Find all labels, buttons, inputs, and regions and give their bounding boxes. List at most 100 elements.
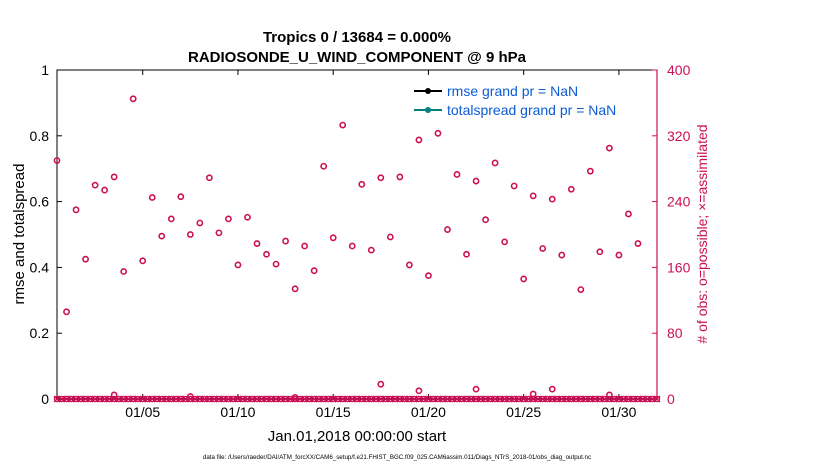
y-right-tick-label: 0	[667, 391, 675, 407]
x-tick-label: 01/10	[220, 404, 255, 420]
possible-point	[491, 159, 499, 167]
possible-point	[425, 272, 432, 280]
possible-point	[596, 248, 604, 256]
possible-point	[577, 286, 585, 294]
plot-area	[56, 69, 658, 400]
possible-point	[386, 233, 394, 241]
possible-point	[148, 194, 156, 201]
possible-point	[634, 240, 642, 247]
y-left-tick-label: 1	[41, 62, 49, 78]
possible-point	[415, 387, 423, 395]
y-right-tick-label: 240	[667, 194, 691, 210]
data-file-footer: data file: /Users/raeder/DAI/ATM_forcXX/…	[203, 454, 591, 461]
possible-point	[453, 171, 461, 178]
legend: rmse grand pr = NaN totalspread grand pr…	[414, 83, 616, 118]
y-axis-right-ticks: 0 80 160 240 320 400	[652, 62, 691, 407]
possible-point	[348, 242, 356, 250]
possible-point	[339, 121, 347, 129]
possible-point	[186, 231, 194, 238]
chart-title-line1: Tropics 0 / 13684 = 0.000%	[263, 29, 451, 46]
possible-point	[558, 251, 566, 259]
y-left-tick-label: 0.4	[30, 259, 50, 275]
possible-point	[405, 261, 413, 269]
possible-point	[53, 157, 61, 164]
possible-point	[253, 240, 261, 247]
possible-point	[101, 186, 109, 194]
legend-totalspread-label: totalspread grand pr = NaN	[447, 102, 616, 118]
possible-point	[482, 216, 489, 224]
possible-point	[320, 162, 328, 170]
possible-point	[301, 242, 309, 250]
possible-point	[63, 308, 70, 316]
possible-point	[205, 174, 213, 182]
possible-point	[415, 136, 423, 144]
possible-point	[358, 180, 366, 188]
possible-point	[225, 215, 232, 223]
possible-point	[396, 173, 404, 181]
y-right-tick-label: 80	[667, 325, 683, 341]
x-tick-label: 01/30	[601, 404, 636, 420]
legend-rmse-label: rmse grand pr = NaN	[447, 83, 578, 99]
possible-point	[510, 182, 518, 190]
possible-point	[272, 260, 280, 268]
possible-point	[215, 229, 223, 237]
y-right-tick-label: 320	[667, 128, 691, 144]
possible-point	[567, 185, 575, 193]
possible-point	[501, 238, 509, 246]
possible-point	[472, 385, 480, 393]
possible-point	[167, 215, 175, 223]
y-right-tick-label: 400	[667, 62, 691, 78]
possible-point	[463, 250, 470, 258]
y-axis-left-ticks: 0 0.2 0.4 0.6 0.8 1	[30, 62, 62, 407]
possible-point	[377, 380, 385, 388]
legend-rmse-marker	[425, 88, 431, 94]
possible-point-zero	[653, 395, 661, 403]
possible-point	[367, 246, 375, 254]
possible-point	[472, 177, 480, 185]
possible-point	[586, 167, 594, 175]
possible-point	[282, 237, 289, 245]
y-left-tick-label: 0.2	[30, 325, 50, 341]
possible-point	[263, 250, 270, 258]
possible-point	[139, 257, 147, 265]
possible-point	[377, 174, 385, 182]
possible-point	[158, 232, 166, 240]
possible-point	[329, 234, 337, 242]
x-axis-ticks: 01/05 01/10 01/15 01/20 01/25 01/30	[125, 70, 637, 420]
possible-point	[548, 385, 556, 393]
possible-point	[129, 95, 137, 103]
possible-point	[310, 267, 318, 275]
possible-point	[120, 268, 128, 275]
possible-point	[529, 192, 537, 200]
x-tick-label: 01/20	[411, 404, 446, 420]
legend-totalspread-marker	[425, 107, 431, 113]
y-left-tick-label: 0.6	[30, 194, 50, 210]
possible-point	[196, 219, 204, 227]
possible-point	[110, 173, 118, 181]
possible-point	[72, 206, 80, 214]
possible-point	[186, 393, 194, 400]
possible-point	[605, 144, 613, 152]
possible-point	[82, 255, 89, 263]
possible-point	[177, 193, 185, 201]
possible-point	[625, 210, 632, 218]
y-axis-left-label: rmse and totalspread	[11, 164, 28, 305]
possible-point	[444, 226, 451, 233]
chart-title-line2: RADIOSONDE_U_WIND_COMPONENT @ 9 hPa	[188, 49, 527, 66]
possible-point	[615, 251, 623, 259]
possible-point	[434, 129, 442, 137]
possible-point	[520, 275, 528, 283]
possible-point	[605, 391, 613, 399]
possible-point	[291, 285, 299, 293]
possible-point	[91, 181, 99, 189]
x-tick-label: 01/05	[125, 404, 160, 420]
possible-point	[110, 391, 118, 399]
x-tick-label: 01/25	[506, 404, 541, 420]
y-left-tick-label: 0	[41, 391, 49, 407]
x-axis-label: Jan.01,2018 00:00:00 start	[268, 428, 447, 445]
possible-point	[539, 245, 547, 252]
series-obs-possible	[53, 95, 661, 403]
possible-point	[244, 213, 251, 221]
possible-point	[234, 261, 242, 269]
